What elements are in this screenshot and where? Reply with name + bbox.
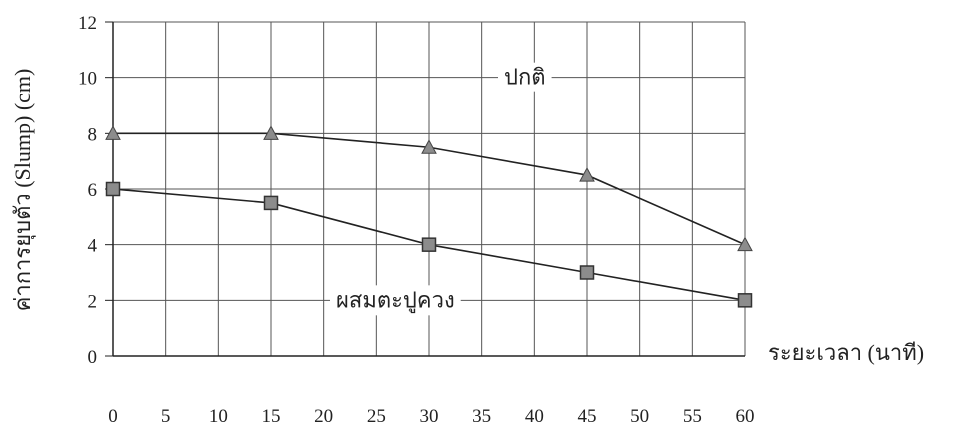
x-tick-label: 30 bbox=[420, 406, 439, 427]
series bbox=[105, 125, 753, 308]
series-label: ผสมตะปูควง bbox=[336, 287, 455, 313]
x-tick-label: 45 bbox=[578, 406, 597, 427]
triangle-marker bbox=[421, 139, 437, 154]
y-tick-label: 2 bbox=[88, 291, 98, 312]
x-tick-label: 40 bbox=[525, 406, 544, 427]
x-tick-label: 10 bbox=[209, 406, 228, 427]
square-marker bbox=[421, 237, 437, 252]
x-tick-label: 50 bbox=[630, 406, 649, 427]
y-tick-label: 0 bbox=[88, 347, 98, 368]
x-axis-label: ระยะเวลา (นาที) bbox=[768, 340, 924, 365]
triangle-marker bbox=[579, 167, 595, 182]
series-label-background bbox=[330, 285, 461, 316]
y-axis-label: ค่าการยุบตัว (Slump) (cm) bbox=[10, 69, 36, 312]
y-tick-label: 4 bbox=[88, 236, 98, 257]
x-tick-label: 35 bbox=[472, 406, 491, 427]
square-marker bbox=[737, 293, 753, 308]
square-marker bbox=[579, 265, 595, 280]
x-tick-label: 55 bbox=[683, 406, 702, 427]
labels: 0 2 4 6 8 10 12 0 5 10 15 20 25 30 35 40 45 50 55 60 ปกติผสม… bbox=[78, 13, 755, 427]
y-tick-label: 10 bbox=[78, 69, 97, 90]
series-label: ปกติ bbox=[504, 65, 546, 90]
y-tick-label: 6 bbox=[88, 180, 98, 201]
square-marker bbox=[263, 195, 279, 211]
square-marker bbox=[105, 181, 121, 197]
triangle-marker bbox=[737, 236, 753, 252]
triangle-marker bbox=[105, 125, 121, 140]
y-tick-label: 8 bbox=[88, 124, 98, 145]
triangle-marker bbox=[263, 125, 279, 140]
x-tick-label: 5 bbox=[161, 406, 171, 427]
x-tick-label: 60 bbox=[736, 406, 755, 427]
x-tick-label: 25 bbox=[367, 406, 386, 427]
y-tick-label: 12 bbox=[78, 13, 97, 34]
x-tick-label: 15 bbox=[262, 406, 281, 427]
series-label-background bbox=[498, 62, 552, 92]
x-tick-label: 0 bbox=[108, 406, 118, 427]
x-tick-label: 20 bbox=[314, 406, 333, 427]
